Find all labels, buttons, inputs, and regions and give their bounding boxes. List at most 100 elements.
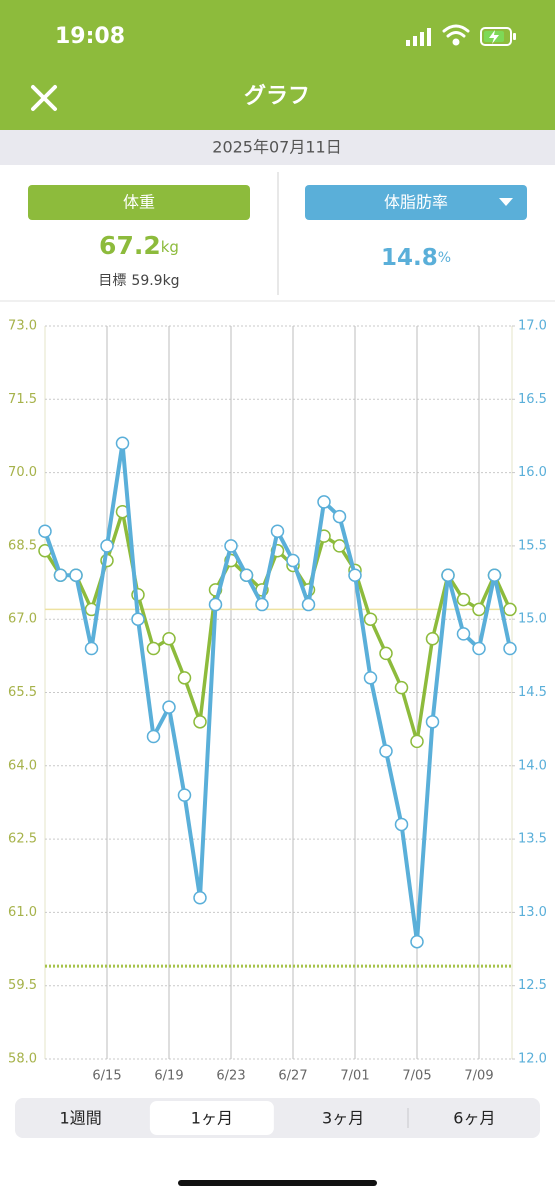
weight-reading: 67.2kg xyxy=(99,231,179,260)
y-tick-label: 65.5 xyxy=(8,685,37,700)
wifi-icon xyxy=(442,24,470,46)
data-point xyxy=(286,553,300,568)
data-point xyxy=(456,627,471,641)
data-point xyxy=(503,641,517,656)
data-point xyxy=(425,631,440,646)
data-point xyxy=(332,539,347,553)
period-option[interactable]: 1ヶ月 xyxy=(191,1109,233,1128)
body-fat-label: 体脂肪率 xyxy=(384,193,448,212)
y-tick-label: 62.5 xyxy=(8,832,37,847)
data-point xyxy=(208,597,223,612)
close-button[interactable] xyxy=(31,85,57,111)
y-tick-label: 73.0 xyxy=(8,319,37,334)
y2-tick-label: 14.5 xyxy=(518,685,547,700)
data-point xyxy=(177,788,192,802)
status-time: 19:08 xyxy=(55,24,125,49)
data-point xyxy=(193,890,207,905)
period-option[interactable]: 3ヶ月 xyxy=(322,1109,364,1128)
y-tick-label: 61.0 xyxy=(8,905,37,920)
body-fat-button[interactable] xyxy=(305,185,527,220)
body-fat-reading: 14.8% xyxy=(381,245,451,271)
data-point xyxy=(301,597,316,612)
y-tick-label: 71.5 xyxy=(8,392,37,407)
data-point xyxy=(379,646,393,661)
data-point xyxy=(472,602,486,617)
goal-value: 59.9 xyxy=(131,273,162,289)
data-point xyxy=(239,568,254,582)
y2-tick-label: 15.0 xyxy=(518,612,547,627)
y-tick-label: 64.0 xyxy=(8,758,37,773)
data-point xyxy=(317,495,331,509)
y-tick-label: 67.0 xyxy=(8,612,37,627)
data-point xyxy=(441,568,455,582)
data-point xyxy=(38,524,52,538)
header-title: グラフ xyxy=(244,83,310,109)
period-option[interactable]: 1週間 xyxy=(60,1109,102,1128)
data-point xyxy=(193,715,207,729)
data-point xyxy=(410,934,424,949)
header-bar xyxy=(0,65,555,130)
goal-reading: 目標 59.9kg xyxy=(98,273,179,289)
y2-tick-label: 12.5 xyxy=(518,978,547,993)
home-indicator xyxy=(178,1180,377,1186)
date-label: 2025年07月11日 xyxy=(212,138,341,157)
data-point xyxy=(410,734,424,749)
data-point xyxy=(162,631,176,646)
body-fat-value: 14.8 xyxy=(381,245,438,271)
x-tick-label: 6/19 xyxy=(154,1069,183,1084)
signal-icon xyxy=(406,28,431,46)
weight-unit: kg xyxy=(161,238,179,256)
weight-label: 体重 xyxy=(123,193,155,212)
goal-unit: kg xyxy=(163,273,180,289)
y-tick-label: 59.5 xyxy=(8,978,37,993)
date-bar xyxy=(0,130,555,165)
goal-label: 目標 xyxy=(98,273,126,289)
data-point xyxy=(363,671,378,685)
data-point xyxy=(100,539,114,553)
data-point xyxy=(394,817,409,832)
body-fat-unit: % xyxy=(438,250,451,266)
dropdown-arrow[interactable] xyxy=(499,198,513,206)
y-tick-label: 58.0 xyxy=(8,1052,37,1067)
y-tick-label: 70.0 xyxy=(8,465,37,480)
x-tick-label: 7/09 xyxy=(464,1069,493,1084)
data-point xyxy=(146,641,161,656)
y2-tick-label: 12.0 xyxy=(518,1052,547,1067)
period-selected[interactable] xyxy=(149,1101,274,1135)
data-point xyxy=(115,436,130,451)
data-point xyxy=(69,568,83,582)
data-point xyxy=(53,568,68,582)
weight-button[interactable] xyxy=(28,185,250,220)
data-point xyxy=(425,715,440,729)
data-point xyxy=(270,524,285,538)
y2-tick-label: 16.5 xyxy=(518,392,547,407)
period-option[interactable]: 6ヶ月 xyxy=(453,1109,495,1128)
y2-tick-label: 16.0 xyxy=(518,465,547,480)
y-tick-label: 68.5 xyxy=(8,538,37,553)
data-point xyxy=(255,597,269,612)
battery-icon xyxy=(480,27,516,46)
period-selector xyxy=(15,1098,540,1138)
data-point xyxy=(224,539,238,553)
data-point xyxy=(84,641,99,656)
data-point xyxy=(472,641,486,656)
x-tick-label: 7/01 xyxy=(340,1069,369,1084)
y2-tick-label: 15.5 xyxy=(518,538,547,553)
y2-tick-label: 13.0 xyxy=(518,905,547,920)
data-point xyxy=(379,744,393,758)
data-point xyxy=(162,700,176,714)
data-point xyxy=(146,729,161,744)
data-point xyxy=(332,509,347,524)
y2-tick-label: 14.0 xyxy=(518,758,547,773)
data-point xyxy=(131,612,145,626)
y2-tick-label: 13.5 xyxy=(518,832,547,847)
x-tick-label: 6/15 xyxy=(92,1069,121,1084)
status-bar xyxy=(0,0,555,65)
data-point xyxy=(177,671,192,685)
data-point xyxy=(456,592,471,607)
x-tick-label: 6/23 xyxy=(216,1069,245,1084)
y2-tick-label: 17.0 xyxy=(518,319,547,334)
weight-value: 67.2 xyxy=(99,231,161,260)
